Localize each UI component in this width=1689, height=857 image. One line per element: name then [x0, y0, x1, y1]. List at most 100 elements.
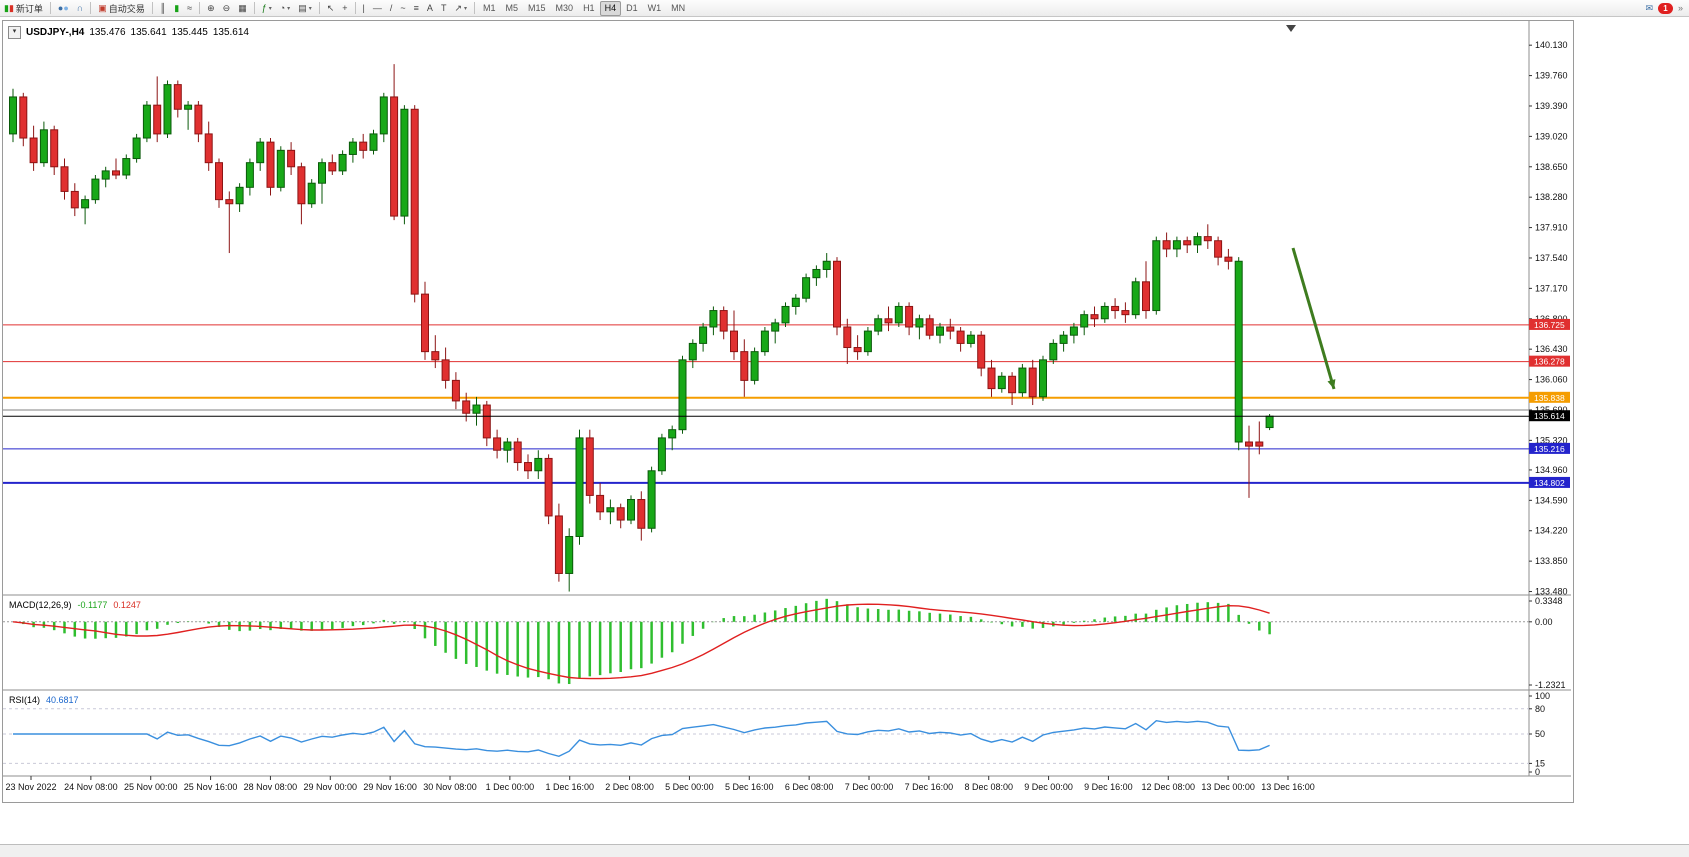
chart-background[interactable]: [3, 21, 1571, 800]
candle: [101, 170, 110, 180]
toolbar-vertical-line-button[interactable]: |: [359, 0, 369, 16]
time-tick-label: 23 Nov 2022: [5, 782, 56, 792]
candle: [451, 379, 460, 402]
timeframe-M30-button[interactable]: M30: [555, 3, 574, 13]
timeframe-H4-button[interactable]: H4: [599, 0, 622, 16]
candle: [29, 137, 38, 164]
horizontal-line-objects[interactable]: 136.725 136.278 135.838 135.216 134.802: [3, 318, 1570, 488]
toolbar-text-label-button[interactable]: T: [437, 0, 451, 16]
candle: [977, 334, 986, 369]
candle: [390, 96, 399, 217]
candle: [1121, 310, 1130, 316]
price-line-badge-label: 135.216: [1534, 444, 1565, 454]
toolbar-periods-button[interactable]: ◔ ▾: [276, 0, 294, 16]
candle: [369, 133, 378, 151]
candle: [524, 462, 532, 472]
candle: [245, 162, 254, 188]
toolbar-support-button[interactable]: ∩: [73, 0, 87, 16]
chart-window-usdjpy[interactable]: 140.130 139.760 139.390 139.020 138.650 138.2…: [2, 20, 1574, 803]
wave-icon: ~: [400, 3, 406, 13]
notification-badge[interactable]: 1: [1657, 2, 1673, 14]
candle: [153, 104, 162, 135]
toolbar-separator: [474, 2, 475, 14]
candle: [647, 470, 656, 529]
candle: [565, 535, 574, 574]
toolbar-new-order-button[interactable]: ▮▮ 新订单: [0, 0, 47, 16]
toolbar-bar-chart-mode-button[interactable]: ║: [156, 0, 170, 16]
toolbar-templates-button[interactable]: ▤ ▾: [294, 0, 316, 16]
toolbar-candlestick-mode-button[interactable]: ▮: [170, 0, 183, 16]
timeframe-M5-button[interactable]: M5: [505, 3, 519, 13]
chart-canvas[interactable]: 140.130 139.760 139.390 139.020 138.650 138.2…: [3, 21, 1571, 800]
candle: [462, 400, 471, 414]
candle: [328, 162, 337, 172]
candle: [81, 199, 90, 209]
candle: [359, 141, 368, 151]
candle: [699, 326, 708, 344]
candle: [781, 305, 790, 324]
candle: [70, 190, 79, 209]
zoom-in-icon: ⊕: [207, 3, 215, 13]
toolbar-overflow-icon[interactable]: »: [1677, 3, 1683, 13]
timeframe-MN-button[interactable]: MN: [671, 3, 686, 13]
price-tick-label: 135.690: [1535, 405, 1568, 415]
toolbar-separator: [354, 2, 356, 14]
candle: [112, 170, 120, 176]
price-tick-label: 139.760: [1535, 71, 1568, 81]
toolbar-trendline-button[interactable]: /: [386, 0, 397, 16]
candle: [184, 104, 193, 110]
timeframe-W1-button[interactable]: W1: [647, 3, 662, 13]
time-tick-label: 29 Nov 16:00: [363, 782, 417, 792]
candle: [60, 166, 69, 192]
chevron-down-icon: ▾: [268, 5, 272, 12]
candle: [215, 162, 223, 201]
candle: [1018, 367, 1027, 394]
indicator-icon: ƒ: [261, 3, 267, 13]
macd-axis-label: 0.3348: [1535, 596, 1563, 606]
annotation-arrow[interactable]: [1291, 247, 1336, 390]
rsi-axis-label: 80: [1535, 704, 1545, 714]
price-tick-label: 134.220: [1535, 526, 1568, 536]
price-axis-ticks: 140.130 139.760 139.390 139.020 138.650 138.2…: [1529, 40, 1568, 597]
price-line-badge: [1529, 476, 1570, 488]
candle: [266, 141, 275, 188]
toolbar-cursor-button[interactable]: ↖: [323, 0, 339, 16]
toolbar-equidistant-channel-button[interactable]: ~: [396, 0, 409, 16]
candle: [802, 277, 811, 299]
toolbar-fibonacci-button[interactable]: ≡: [410, 0, 423, 16]
headset-icon: ∩: [76, 3, 84, 13]
bars-icon: ║: [159, 3, 167, 13]
time-tick-label: 8 Dec 08:00: [964, 782, 1013, 792]
time-axis[interactable]: 23 Nov 2022 24 Nov 08:00 25 Nov 00:00 25 No…: [5, 776, 1315, 792]
timeframe-M15-button[interactable]: M15: [528, 3, 546, 13]
price-tick-label: 135.320: [1535, 435, 1568, 445]
toolbar-crosshair-button[interactable]: +: [338, 0, 351, 16]
toolbar-indicators-button[interactable]: ƒ ▾: [258, 0, 276, 16]
toolbar-text-button[interactable]: A: [423, 0, 437, 16]
time-tick-label: 12 Dec 08:00: [1142, 782, 1196, 792]
main-toolbar: ▮▮ 新订单 ●● ∩ ▣ 自动交易 ║ ▮ ≈ ⊕ ⊖ ▦ ƒ ▾ ◔ ▾ ▤ ▾ ↖ + | — / ~ ≡ A T ↗ ▾ M1 M5…: [0, 0, 1689, 17]
candle: [575, 437, 584, 537]
time-tick-label: 13 Dec 00:00: [1201, 782, 1255, 792]
candle: [853, 347, 862, 353]
toolbar-horizontal-line-button[interactable]: —: [369, 0, 386, 16]
timeframe-H1-button[interactable]: H1: [583, 3, 595, 13]
toolbar-zoom-out-button[interactable]: ⊖: [219, 0, 235, 16]
candle: [431, 351, 440, 361]
candle: [905, 305, 914, 328]
toolbar-zoom-in-button[interactable]: ⊕: [203, 0, 219, 16]
toolbar-tile-windows-button[interactable]: ▦: [234, 0, 251, 16]
timeframe-M1-button[interactable]: M1: [483, 3, 496, 13]
one-click-trading-toggle-icon[interactable]: ▾: [8, 26, 21, 39]
toolbar-auto-trading-button[interactable]: ▣ 自动交易: [94, 0, 149, 16]
candle: [544, 457, 553, 517]
toolbar-separator: [151, 2, 153, 14]
timeframe-D1-button[interactable]: D1: [626, 3, 638, 13]
annotation-arrow-head: [1327, 379, 1336, 389]
chart-shift-marker-icon[interactable]: [1286, 25, 1296, 32]
toolbar-accounts-button[interactable]: ●●: [54, 0, 73, 16]
candle: [956, 330, 965, 344]
mail-icon[interactable]: ✉: [1645, 2, 1653, 13]
toolbar-line-chart-mode-button[interactable]: ≈: [183, 0, 196, 16]
toolbar-arrows-button[interactable]: ↗ ▾: [450, 0, 471, 16]
